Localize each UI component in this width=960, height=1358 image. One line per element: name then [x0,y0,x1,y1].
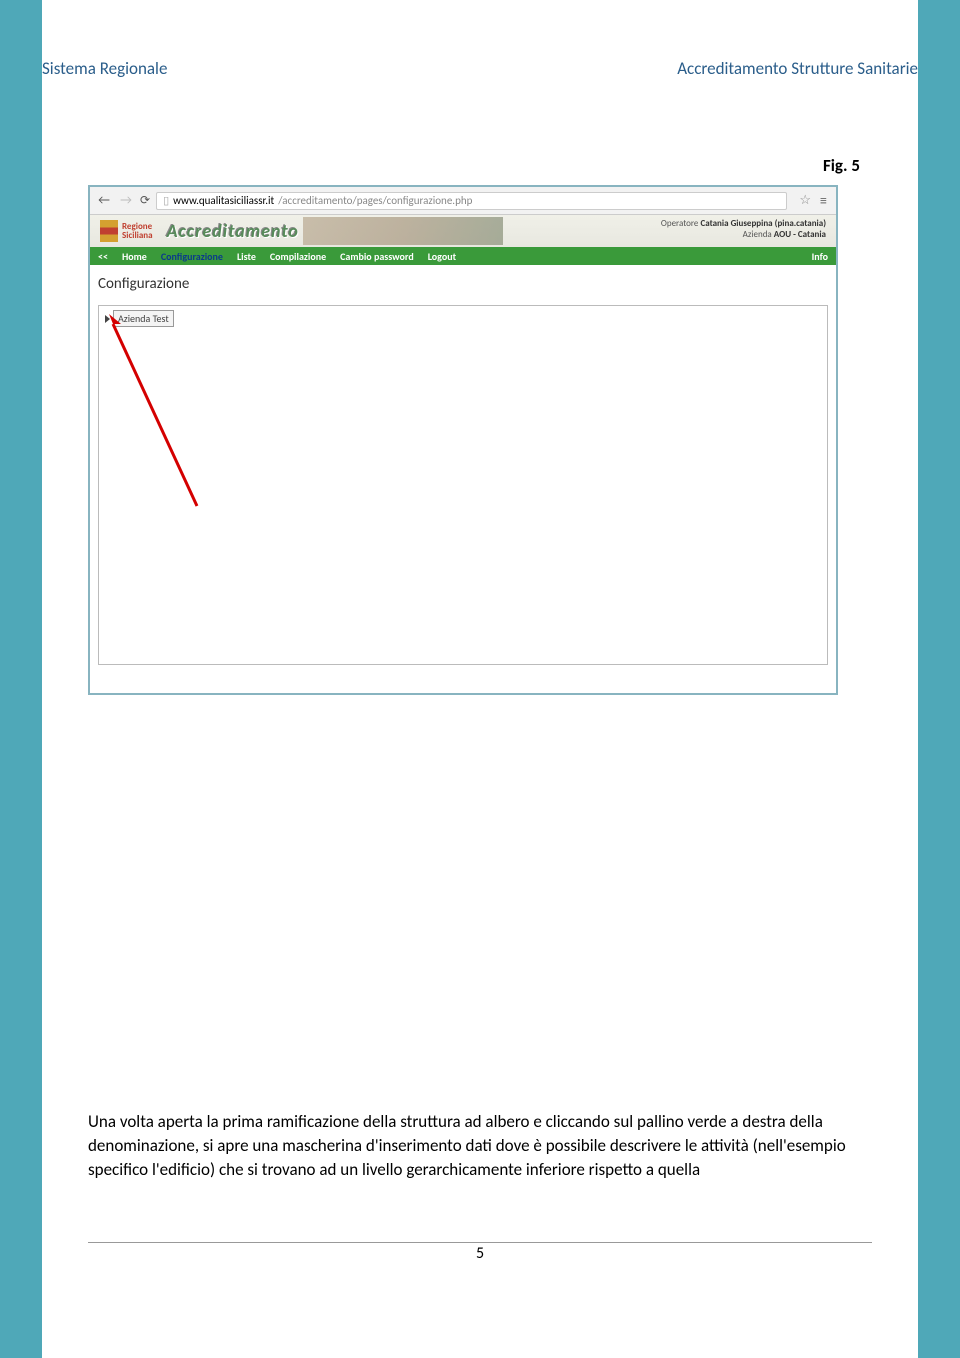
app-content: Configurazione Azienda Test [90,265,836,693]
regione-line2: Siciliana [122,231,153,240]
tree-panel: Azienda Test [98,305,828,665]
nav-compilazione[interactable]: Compilazione [270,250,326,263]
tree-root-node[interactable]: Azienda Test [105,310,174,327]
url-bar[interactable]: ▯ www.qualitasiciliassr.it/accreditament… [156,192,787,210]
nav-info[interactable]: Info [812,250,828,263]
forward-icon[interactable]: → [118,193,134,209]
annotation-arrow-icon [99,306,299,526]
azienda-label: Azienda [743,229,772,240]
page-number: 5 [0,1244,960,1263]
nav-home[interactable]: Home [122,250,147,263]
main-nav: << Home Configurazione Liste Compilazion… [90,247,836,265]
url-path: /accreditamento/pages/configurazione.php [278,192,472,210]
body-paragraph: Una volta aperta la prima ramificazione … [88,1110,870,1182]
expand-icon[interactable] [105,315,110,323]
reload-icon[interactable]: ⟳ [140,193,150,208]
header-right: Accreditamento Strutture Sanitarie [677,58,918,79]
regione-logo-icon [100,220,118,242]
hamburger-icon[interactable]: ≡ [817,192,830,209]
page-icon: ▯ [163,192,169,210]
bookmark-icon[interactable]: ☆ [799,193,811,208]
page-border-right [918,0,960,1358]
header-left: Sistema Regionale [42,58,167,79]
app-title: Accreditamento [167,220,299,242]
page-top-margin [42,0,918,52]
page-border-left [0,0,42,1358]
document-header: Sistema Regionale Accreditamento Struttu… [42,58,918,79]
operator-name: Catania Giuseppina (pina.catania) [700,218,826,229]
app-banner: Regione Siciliana Accreditamento Operato… [90,215,836,247]
operator-label: Operatore [661,218,699,229]
nav-config[interactable]: Configurazione [161,250,223,263]
figure-label: Fig. 5 [823,155,860,176]
azienda-name: AOU - Catania [774,229,826,240]
nav-logout[interactable]: Logout [428,250,456,263]
back-icon[interactable]: ← [96,193,112,209]
nav-cambio-password[interactable]: Cambio password [340,250,414,263]
banner-photo [303,217,503,245]
browser-screenshot: ← → ⟳ ▯ www.qualitasiciliassr.it/accredi… [88,185,838,695]
operator-info: Operatore Catania Giuseppina (pina.catan… [661,218,826,240]
section-title: Configurazione [98,275,828,293]
nav-back[interactable]: << [98,250,108,263]
tree-node-label: Azienda Test [113,310,174,327]
browser-toolbar: ← → ⟳ ▯ www.qualitasiciliassr.it/accredi… [90,187,836,215]
nav-liste[interactable]: Liste [237,250,256,263]
footer-rule [88,1242,872,1243]
regione-text: Regione Siciliana [122,222,153,240]
url-domain: www.qualitasiciliassr.it [173,192,274,210]
